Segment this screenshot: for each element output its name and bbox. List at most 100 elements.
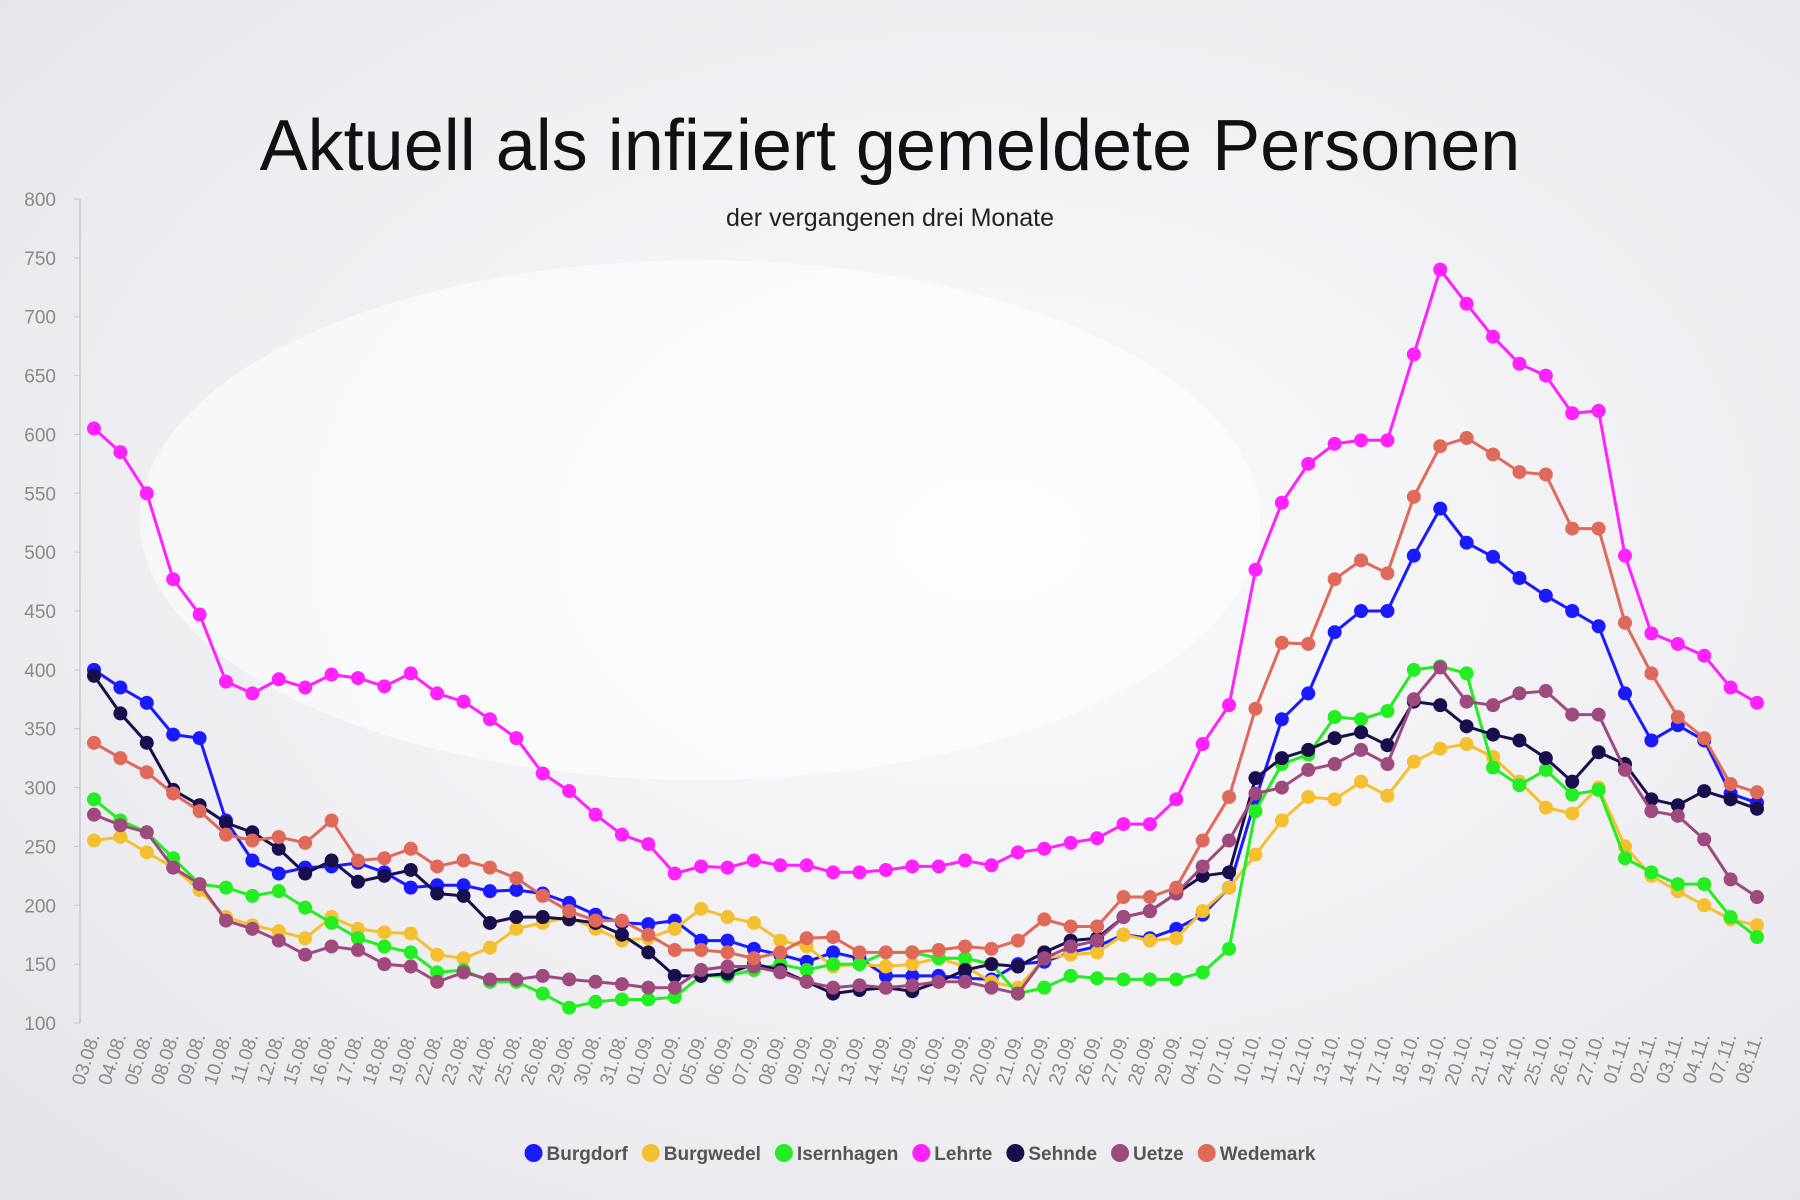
- data-point: [1670, 798, 1685, 813]
- data-point: [1169, 931, 1184, 946]
- data-point: [1301, 636, 1316, 651]
- data-point: [746, 853, 761, 868]
- data-point: [1459, 666, 1474, 681]
- legend-label: Sehnde: [1028, 1144, 1097, 1165]
- data-point: [1380, 704, 1395, 719]
- data-point: [482, 915, 497, 930]
- data-point: [1512, 356, 1527, 371]
- data-point: [1222, 698, 1237, 713]
- data-point: [456, 951, 471, 966]
- data-point: [641, 927, 656, 942]
- data-point: [826, 865, 841, 880]
- data-point: [218, 674, 233, 689]
- data-point: [166, 860, 181, 875]
- data-point: [1274, 712, 1289, 727]
- data-point: [1301, 742, 1316, 757]
- data-point: [192, 607, 207, 622]
- data-point: [958, 951, 973, 966]
- data-point: [535, 888, 550, 903]
- data-point: [1142, 890, 1157, 905]
- data-point: [588, 974, 603, 989]
- data-point: [1406, 662, 1421, 677]
- data-point: [1222, 880, 1237, 895]
- data-point: [113, 680, 128, 695]
- data-point: [139, 735, 154, 750]
- data-point: [878, 959, 893, 974]
- data-point: [984, 941, 999, 956]
- data-point: [192, 804, 207, 819]
- data-point: [192, 877, 207, 892]
- y-tick-label: 350: [24, 720, 56, 741]
- data-point: [1063, 939, 1078, 954]
- data-point: [905, 945, 920, 960]
- data-point: [641, 980, 656, 995]
- data-point: [614, 992, 629, 1007]
- y-tick-label: 100: [24, 1014, 56, 1035]
- data-point: [1142, 933, 1157, 948]
- data-point: [1327, 757, 1342, 772]
- data-point: [271, 841, 286, 856]
- y-tick-label: 500: [24, 543, 56, 564]
- y-tick-label: 550: [24, 484, 56, 505]
- legend-marker: [1006, 1144, 1025, 1162]
- data-point: [1433, 439, 1448, 454]
- data-point: [192, 731, 207, 746]
- data-point: [1750, 695, 1764, 710]
- data-point: [1354, 604, 1369, 618]
- data-point: [535, 986, 550, 1001]
- data-point: [350, 671, 365, 686]
- data-point: [773, 858, 788, 873]
- data-point: [1090, 831, 1105, 846]
- data-point: [1697, 648, 1712, 663]
- data-point: [799, 858, 814, 873]
- data-point: [1301, 789, 1316, 804]
- series-line: [93, 266, 1758, 876]
- data-point: [1750, 785, 1764, 800]
- data-point: [1670, 636, 1685, 651]
- legend-label: Burgdorf: [547, 1144, 629, 1165]
- data-point: [87, 668, 101, 683]
- legend-marker: [1111, 1144, 1130, 1162]
- data-point: [1486, 760, 1501, 775]
- data-point: [1723, 872, 1738, 887]
- data-point: [1697, 731, 1712, 746]
- data-point: [958, 939, 973, 954]
- data-point: [562, 972, 577, 987]
- data-point: [1010, 933, 1025, 948]
- data-point: [905, 859, 920, 874]
- data-point: [1116, 910, 1131, 925]
- data-point: [1723, 792, 1738, 807]
- data-point: [1222, 941, 1237, 956]
- data-point: [1565, 806, 1580, 821]
- data-point: [139, 845, 154, 860]
- data-point: [984, 858, 999, 873]
- data-point: [456, 878, 471, 893]
- data-point: [324, 667, 339, 682]
- data-point: [1433, 741, 1448, 756]
- data-point: [298, 947, 313, 962]
- data-point: [773, 933, 788, 948]
- legend-label: Lehrte: [934, 1144, 992, 1165]
- data-point: [1116, 817, 1131, 832]
- legend-marker: [1197, 1144, 1216, 1162]
- data-point: [1090, 945, 1105, 960]
- data-point: [588, 807, 603, 822]
- data-point: [1169, 792, 1184, 807]
- data-point: [958, 963, 973, 978]
- data-point: [641, 837, 656, 852]
- data-point: [1380, 738, 1395, 753]
- y-tick-label: 450: [24, 602, 56, 623]
- data-point: [535, 766, 550, 781]
- data-point: [958, 853, 973, 868]
- data-point: [1274, 751, 1289, 766]
- data-point: [826, 930, 841, 945]
- data-point: [113, 751, 128, 766]
- data-point: [482, 972, 497, 987]
- data-point: [1697, 877, 1712, 892]
- data-point: [1644, 792, 1659, 807]
- data-point: [799, 931, 814, 946]
- data-point: [1591, 619, 1606, 634]
- data-point: [1354, 774, 1369, 789]
- data-point: [1327, 792, 1342, 807]
